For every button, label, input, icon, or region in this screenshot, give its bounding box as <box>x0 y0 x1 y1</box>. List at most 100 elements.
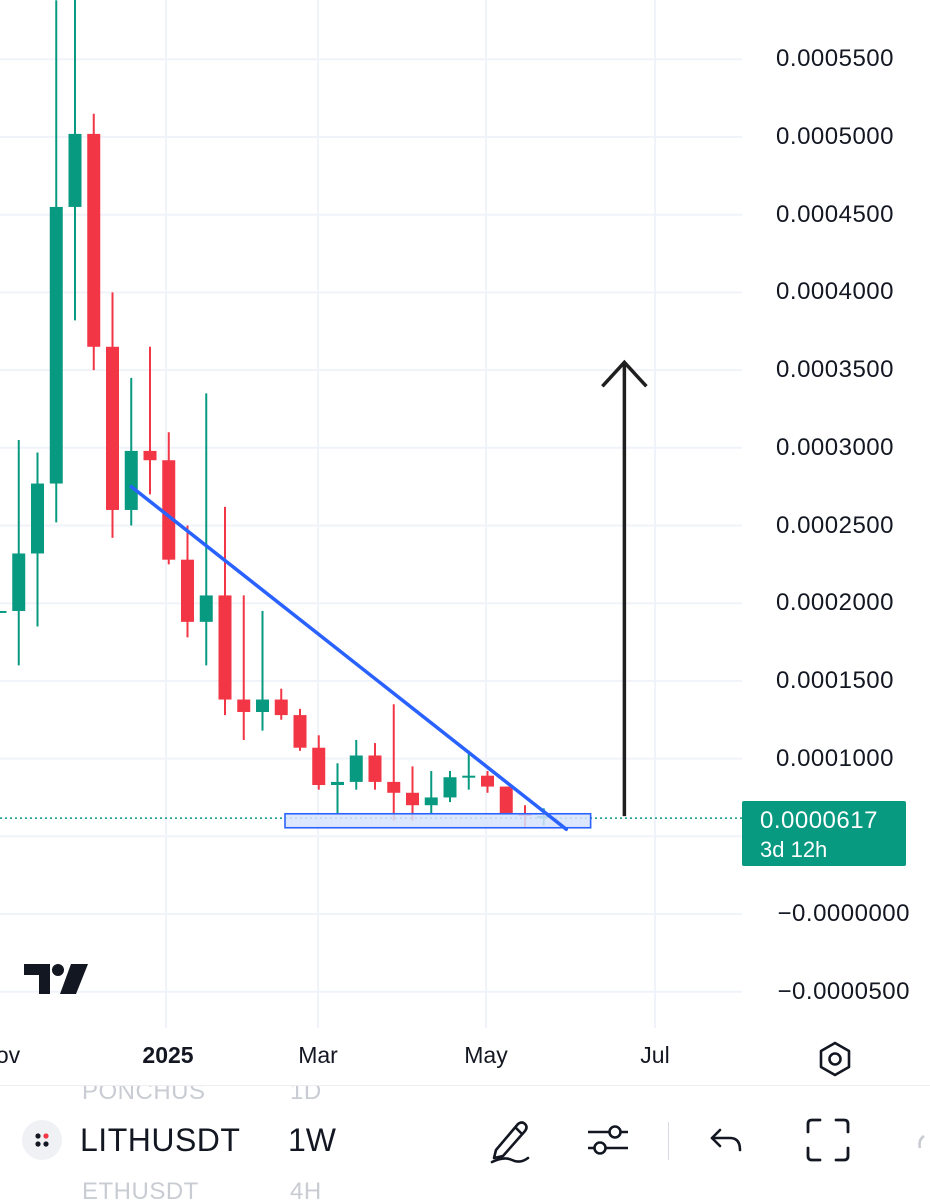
candle-body <box>87 133 101 347</box>
candle-body <box>181 559 194 622</box>
candle-down <box>237 595 251 740</box>
ghost-interval-bottom: 4H <box>290 1178 322 1201</box>
candle-up <box>256 610 269 731</box>
candle-countdown-label: 3d 12h <box>760 837 828 862</box>
y-tick-label: 0.0003000 <box>776 433 894 461</box>
candle-body <box>162 460 176 560</box>
current-price-badge: 0.0000617 3d 12h <box>742 801 906 866</box>
candle-up <box>31 452 44 627</box>
candle-body <box>331 781 344 786</box>
candle-body <box>237 699 251 712</box>
y-tick-label: 0.0001500 <box>776 666 894 694</box>
y-tick-label: 0.0001000 <box>776 744 894 772</box>
descending-trendline <box>129 484 568 832</box>
candle-body <box>443 777 457 798</box>
x-tick-label: Jul <box>640 1042 670 1068</box>
candle-down <box>481 771 494 793</box>
candle-down <box>181 525 194 638</box>
candle-body <box>68 133 82 207</box>
candle-down <box>218 506 232 716</box>
more-icon[interactable] <box>910 1114 930 1166</box>
y-tick-label: 0.0002000 <box>776 589 894 617</box>
candle-body <box>31 483 44 554</box>
y-tick-label: 0.0004500 <box>776 200 894 228</box>
candle-body <box>106 346 119 510</box>
candle-down <box>106 292 119 538</box>
candle-body <box>349 755 363 782</box>
candle-up <box>0 610 7 613</box>
candle-body <box>293 715 307 748</box>
candle-body <box>406 792 419 806</box>
candle-body <box>387 781 401 793</box>
candle-down <box>368 743 382 790</box>
candle-body <box>312 747 326 786</box>
sliders-icon[interactable] <box>582 1114 634 1166</box>
candle-body <box>199 595 213 622</box>
current-price-label: 0.0000617 <box>760 807 878 834</box>
symbol-selector[interactable]: LITHUSDT <box>80 1122 241 1158</box>
candle-down <box>87 113 101 371</box>
drawings <box>129 359 648 832</box>
candle-down <box>143 346 157 495</box>
y-tick-label: 0.0003500 <box>776 356 894 384</box>
candle-body <box>256 699 269 712</box>
candle-body <box>481 775 494 787</box>
candle-down <box>162 432 176 565</box>
chart-settings-icon[interactable] <box>816 1040 854 1078</box>
candle-up <box>49 0 63 523</box>
chart-canvas[interactable] <box>0 0 930 1085</box>
candle-up <box>199 393 213 666</box>
candle-up <box>331 763 344 813</box>
y-tick-label: −0.0000000 <box>777 900 910 927</box>
y-tick-label: 0.0004000 <box>776 278 894 306</box>
candle-body <box>218 595 232 700</box>
candle-up <box>443 771 457 803</box>
bottom-toolbar: PONCHUS 1D ETHUSDT 4H LITHUSDT 1W <box>0 1085 930 1201</box>
candles <box>0 0 551 829</box>
toolbar-divider <box>668 1122 669 1160</box>
y-tick-label: 0.0002500 <box>776 511 894 539</box>
ghost-interval-top: 1D <box>290 1085 322 1105</box>
candle-up <box>124 377 138 526</box>
candle-down <box>274 688 288 720</box>
ghost-symbol-bottom: ETHUSDT <box>82 1178 199 1201</box>
x-tick-label: 2025 <box>142 1042 194 1068</box>
candle-up <box>68 0 82 321</box>
candle-body <box>499 786 513 813</box>
candle-up <box>424 771 438 813</box>
candle-body <box>124 450 138 510</box>
chart-area[interactable]: 0.0005500 0.0005000 0.0004500 0.0004000 0.00… <box>0 0 930 1085</box>
y-tick-label: 0.0005000 <box>776 123 894 150</box>
x-tick-label: ov <box>0 1042 21 1068</box>
candle-down <box>387 704 401 821</box>
candle-down <box>499 786 513 815</box>
x-tick-label: May <box>464 1042 508 1068</box>
candle-up <box>462 750 476 790</box>
interval-selector[interactable]: 1W <box>288 1122 336 1158</box>
tradingview-logo-icon[interactable] <box>24 962 90 996</box>
undo-icon[interactable] <box>702 1114 754 1166</box>
candle-up <box>12 440 26 666</box>
candle-body <box>274 699 288 716</box>
candle-body <box>424 797 438 806</box>
candle-down <box>406 766 419 821</box>
candle-up <box>349 739 363 790</box>
candle-body <box>12 553 26 611</box>
candle-body <box>0 610 7 613</box>
fullscreen-icon[interactable] <box>802 1114 854 1166</box>
candle-body <box>462 775 476 778</box>
candle-body <box>49 206 63 484</box>
target-arrow-head <box>601 359 648 388</box>
x-tick-label: Mar <box>298 1042 338 1068</box>
candle-body <box>143 450 157 461</box>
candle-down <box>312 735 326 790</box>
y-tick-label: 0.0005500 <box>776 45 894 73</box>
symbol-logo-icon[interactable] <box>22 1120 62 1160</box>
candle-down <box>293 708 307 751</box>
y-tick-label: −0.0000500 <box>777 977 910 1005</box>
grid-lines <box>0 0 742 1028</box>
candle-body <box>368 755 382 782</box>
pencil-icon[interactable] <box>484 1114 536 1166</box>
ghost-symbol-top: PONCHUS <box>82 1085 206 1105</box>
support-zone-rectangle <box>284 812 592 829</box>
